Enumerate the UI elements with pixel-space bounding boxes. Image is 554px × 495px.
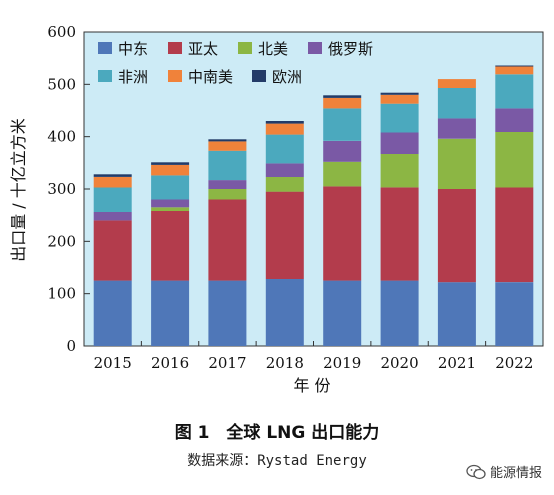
watermark: 能源情报 xyxy=(466,462,542,481)
bar-segment-2015-中南美 xyxy=(93,177,132,188)
bar-segment-2020-非洲 xyxy=(380,103,419,133)
bar-segment-2018-亚太 xyxy=(265,191,304,279)
legend-label: 亚太 xyxy=(188,40,218,58)
bar-segment-2018-非洲 xyxy=(265,134,304,164)
bar-segment-2015-欧洲 xyxy=(93,174,132,177)
figure-caption: 图 1 全球 LNG 出口能力 xyxy=(174,423,380,443)
watermark-text: 能源情报 xyxy=(489,466,542,481)
lng-export-chart: 0 100 200 300 400 500 600 2015 2016 2017 2018 2019… xyxy=(9,23,544,395)
legend-label: 中东 xyxy=(118,40,148,58)
bar-segment-2022-亚太 xyxy=(495,187,534,283)
bar-segment-2022-中东 xyxy=(495,282,534,346)
bar-segment-2017-欧洲 xyxy=(208,139,247,142)
legend-label: 北美 xyxy=(258,40,288,58)
bar-segment-2020-中南美 xyxy=(380,94,419,104)
legend-label: 非洲 xyxy=(118,68,148,86)
bar-segment-2020-欧洲 xyxy=(380,92,419,95)
bar-segment-2015-亚太 xyxy=(93,220,132,281)
bar-segment-2019-亚太 xyxy=(323,186,362,281)
x-tick-label: 2022 xyxy=(495,354,533,372)
bars-layer xyxy=(93,65,534,346)
bar-segment-2020-北美 xyxy=(380,153,419,188)
bar-segment-2021-亚太 xyxy=(437,189,476,283)
bar-segment-2016-北美 xyxy=(151,207,190,211)
y-tick-label: 100 xyxy=(47,285,76,303)
bar-segment-2022-欧洲 xyxy=(495,65,534,67)
bar-segment-2016-非洲 xyxy=(151,175,190,200)
bar-segment-2019-北美 xyxy=(323,161,362,187)
bar-segment-2021-俄罗斯 xyxy=(437,118,476,139)
bar-segment-2017-北美 xyxy=(208,189,247,200)
y-axis-title: 出口量 / 十亿立方米 xyxy=(9,118,28,262)
bar-segment-2022-北美 xyxy=(495,132,534,188)
x-tick-label: 2020 xyxy=(380,354,418,372)
bar-segment-2015-俄罗斯 xyxy=(93,212,132,221)
legend-swatch xyxy=(98,42,112,54)
bar-segment-2018-欧洲 xyxy=(265,121,304,124)
legend-label: 俄罗斯 xyxy=(328,40,373,58)
bar-segment-2016-欧洲 xyxy=(151,162,190,165)
x-axis: 2015 2016 2017 2018 2019 2020 2021 2022 xyxy=(83,341,544,372)
bar-segment-2021-中东 xyxy=(437,282,476,346)
bar-segment-2015-中东 xyxy=(93,280,132,346)
x-tick-label: 2016 xyxy=(151,354,189,372)
bar-segment-2019-非洲 xyxy=(323,108,362,141)
bar-segment-2017-非洲 xyxy=(208,150,247,181)
bar-segment-2022-中南美 xyxy=(495,66,534,75)
bar-segment-2019-中东 xyxy=(323,280,362,346)
bar-segment-2020-俄罗斯 xyxy=(380,132,419,154)
legend-label: 中南美 xyxy=(188,68,233,86)
bar-segment-2017-中东 xyxy=(208,280,247,346)
y-tick-label: 400 xyxy=(47,128,76,146)
wechat-icon xyxy=(466,464,486,479)
data-source-note: 数据来源：Rystad Energy xyxy=(187,453,367,469)
y-tick-label: 300 xyxy=(47,180,76,198)
bar-segment-2015-非洲 xyxy=(93,187,132,212)
legend-swatch xyxy=(98,70,112,82)
legend-swatch xyxy=(168,70,182,82)
x-tick-label: 2018 xyxy=(266,354,304,372)
legend-label: 欧洲 xyxy=(272,68,302,86)
bar-segment-2019-欧洲 xyxy=(323,95,362,98)
bar-segment-2017-中南美 xyxy=(208,141,247,151)
bar-segment-2017-亚太 xyxy=(208,199,247,281)
bar-segment-2018-中东 xyxy=(265,279,304,346)
legend-swatch xyxy=(168,42,182,54)
bar-segment-2021-中南美 xyxy=(437,79,476,88)
legend-swatch xyxy=(308,42,322,54)
x-tick-label: 2015 xyxy=(94,354,132,372)
bar-segment-2016-亚太 xyxy=(151,211,190,281)
x-axis-title: 年 份 xyxy=(293,376,330,395)
y-tick-label: 600 xyxy=(47,23,76,41)
y-tick-label: 500 xyxy=(47,75,76,93)
bar-segment-2018-俄罗斯 xyxy=(265,163,304,177)
legend-swatch xyxy=(238,42,252,54)
y-tick-label: 200 xyxy=(47,232,76,250)
bar-segment-2021-北美 xyxy=(437,138,476,189)
y-axis: 0 100 200 300 400 500 600 xyxy=(47,23,90,355)
x-tick-label: 2017 xyxy=(208,354,246,372)
bar-segment-2016-俄罗斯 xyxy=(151,199,190,208)
bar-segment-2016-中南美 xyxy=(151,164,190,176)
y-tick-label: 0 xyxy=(66,337,76,355)
bar-segment-2022-俄罗斯 xyxy=(495,108,534,132)
bar-segment-2017-俄罗斯 xyxy=(208,180,247,189)
bar-segment-2022-非洲 xyxy=(495,74,534,109)
bar-segment-2020-中东 xyxy=(380,280,419,346)
bar-segment-2021-非洲 xyxy=(437,88,476,119)
bar-segment-2016-中东 xyxy=(151,280,190,346)
bar-segment-2018-北美 xyxy=(265,177,304,192)
bar-segment-2020-亚太 xyxy=(380,187,419,281)
x-tick-label: 2021 xyxy=(438,354,476,372)
legend-swatch xyxy=(252,70,266,82)
bar-segment-2018-中南美 xyxy=(265,123,304,135)
x-tick-label: 2019 xyxy=(323,354,361,372)
bar-segment-2019-俄罗斯 xyxy=(323,140,362,162)
bar-segment-2019-中南美 xyxy=(323,97,362,109)
